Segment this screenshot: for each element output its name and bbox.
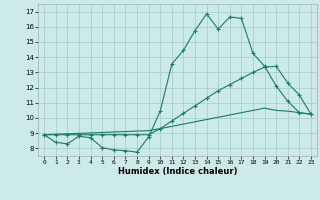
X-axis label: Humidex (Indice chaleur): Humidex (Indice chaleur) — [118, 167, 237, 176]
